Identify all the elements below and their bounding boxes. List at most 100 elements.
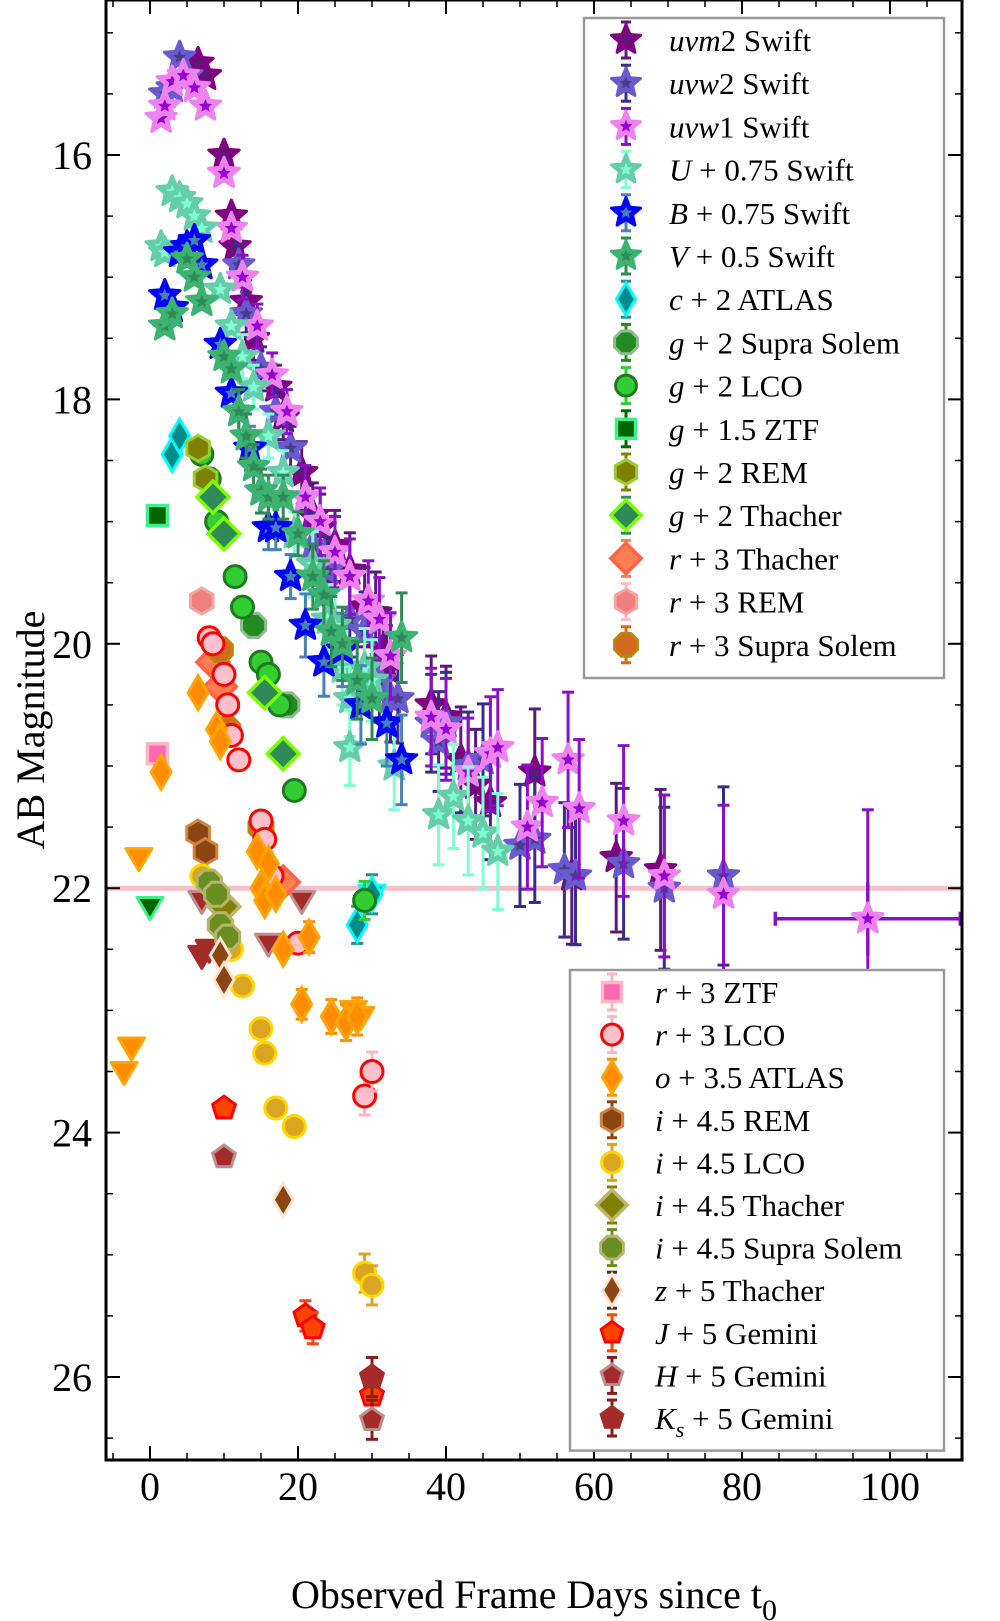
legend-label-rest: + 2 ATLAS [683, 282, 834, 317]
legend-label-rest: + 2 Thacher [685, 498, 843, 533]
y-tick-label: 24 [52, 1111, 92, 1156]
legend-item: r + 3 Thacher [608, 538, 839, 578]
x-axis-title: Observed Frame Days since t0 [291, 1572, 777, 1621]
data-point-inner [343, 740, 357, 754]
series-j-5-gemini [210, 1094, 386, 1417]
legend-label: g + 2 Thacher [669, 498, 842, 533]
legend-marker [613, 631, 639, 658]
data-point [246, 674, 284, 712]
legend-label-band: i [655, 1188, 664, 1223]
data-point-inner [239, 429, 253, 442]
legend-marker-inner [619, 119, 633, 132]
legend-label-band: uvw [669, 66, 719, 101]
data-point-inner [535, 795, 549, 809]
data-point [248, 1016, 274, 1042]
data-point-inner [520, 820, 535, 833]
legend-label-band: uvw [669, 109, 719, 144]
data-point-inner [343, 569, 357, 583]
legend-marker [614, 280, 638, 319]
series-h-5-gemini [210, 1143, 386, 1441]
legend-label: z + 5 Thacher [654, 1273, 825, 1308]
legend-label-rest: + 4.5 Supra Solem [664, 1231, 903, 1266]
x-tick-label: 40 [426, 1464, 466, 1509]
legend-item: uvm2 Swift [610, 20, 812, 60]
legend-item: g + 2 Thacher [608, 495, 842, 535]
data-point [210, 1143, 238, 1169]
data-marks [109, 39, 962, 1441]
data-point [200, 631, 226, 657]
series-uvw1-swift [144, 58, 962, 1030]
legend-label-rest: + 1.5 ZTF [685, 412, 820, 447]
data-point [271, 1179, 295, 1220]
legend-item: i + 4.5 Supra Solem [599, 1228, 903, 1268]
data-point [240, 612, 268, 639]
legend-item: z + 5 Thacher [600, 1270, 825, 1310]
data-point-inner [350, 673, 364, 687]
legend-label-rest: 2 Swift [721, 23, 812, 58]
legend-frame [568, 968, 946, 1452]
data-point-inner [561, 752, 575, 766]
data-point [203, 880, 231, 908]
legend-label: Ks + 5 Gemini [654, 1401, 834, 1442]
legend-label-rest: + 0.75 Swift [688, 196, 851, 231]
legend-label-band: g [669, 455, 685, 490]
data-point-inner [261, 490, 276, 503]
legend-label-rest: + 3 Thacher [681, 541, 839, 576]
legend-marker [613, 457, 639, 487]
data-point-inner [265, 368, 279, 381]
legend-item: g + 2 LCO [614, 366, 803, 406]
y-tick-label: 20 [52, 622, 92, 667]
legend-label-rest: + 3.5 ATLAS [671, 1060, 845, 1095]
data-point [359, 1272, 385, 1298]
legend-label-rest: 1 Swift [719, 109, 810, 144]
axis-ticks: 0 20 40 60 80 100 16 18 20 22 24 26 [52, 0, 962, 1509]
data-point-inner [306, 569, 320, 583]
legend-label-rest: + 2 LCO [685, 369, 803, 404]
data-point-inner [716, 887, 731, 900]
data-point-inner [446, 789, 461, 803]
legend-label-band: z [654, 1273, 667, 1308]
legend-label: U + 0.75 Swift [669, 153, 854, 188]
legend-marker-inner [619, 33, 633, 46]
legend-item: g + 2 Supra Solem [613, 322, 900, 362]
data-point [289, 984, 314, 1025]
legend-label-band: uvm [669, 23, 721, 58]
legend-marker [608, 540, 644, 577]
upper-limit-point [287, 889, 317, 915]
y-tick-label: 16 [52, 133, 92, 178]
legend-marker [600, 1271, 624, 1310]
data-point-inner [383, 649, 398, 662]
data-point-inner [298, 618, 313, 632]
legend-label-band: i [655, 1103, 664, 1138]
data-point [252, 1040, 278, 1066]
data-point [149, 752, 173, 793]
legend-label-band: g [669, 498, 685, 533]
data-point [230, 594, 255, 620]
data-point-inner [198, 68, 213, 82]
legend-label-rest: + 0.75 Swift [691, 153, 854, 188]
legend-item: uvw1 Swift [610, 106, 810, 146]
data-point-inner [176, 68, 190, 82]
data-point-inner [280, 404, 294, 418]
data-point [189, 586, 215, 616]
data-point-inner [424, 710, 438, 723]
data-point-inner [261, 429, 276, 442]
legend-label-rest: + 3 REM [681, 585, 804, 620]
data-point-inner [394, 752, 409, 766]
legend-marker [599, 1319, 625, 1344]
legend-item: r + 3 LCO [600, 1015, 785, 1055]
data-point [167, 416, 192, 457]
data-point-inner [224, 386, 239, 399]
legend-item: i + 4.5 REM [599, 1100, 810, 1140]
data-point [264, 735, 302, 773]
upper-limit-point [109, 1061, 139, 1086]
x-tick-label: 0 [140, 1464, 160, 1509]
legend-label-band: r [669, 585, 682, 620]
legend-marker-inner [619, 76, 633, 89]
data-point-inner [328, 545, 342, 558]
legend-item: J + 5 Gemini [599, 1313, 818, 1353]
legend-marker [614, 373, 638, 398]
upper-limit-point [117, 1036, 146, 1062]
legend-label-band: g [669, 369, 685, 404]
data-point-inner [243, 441, 257, 454]
